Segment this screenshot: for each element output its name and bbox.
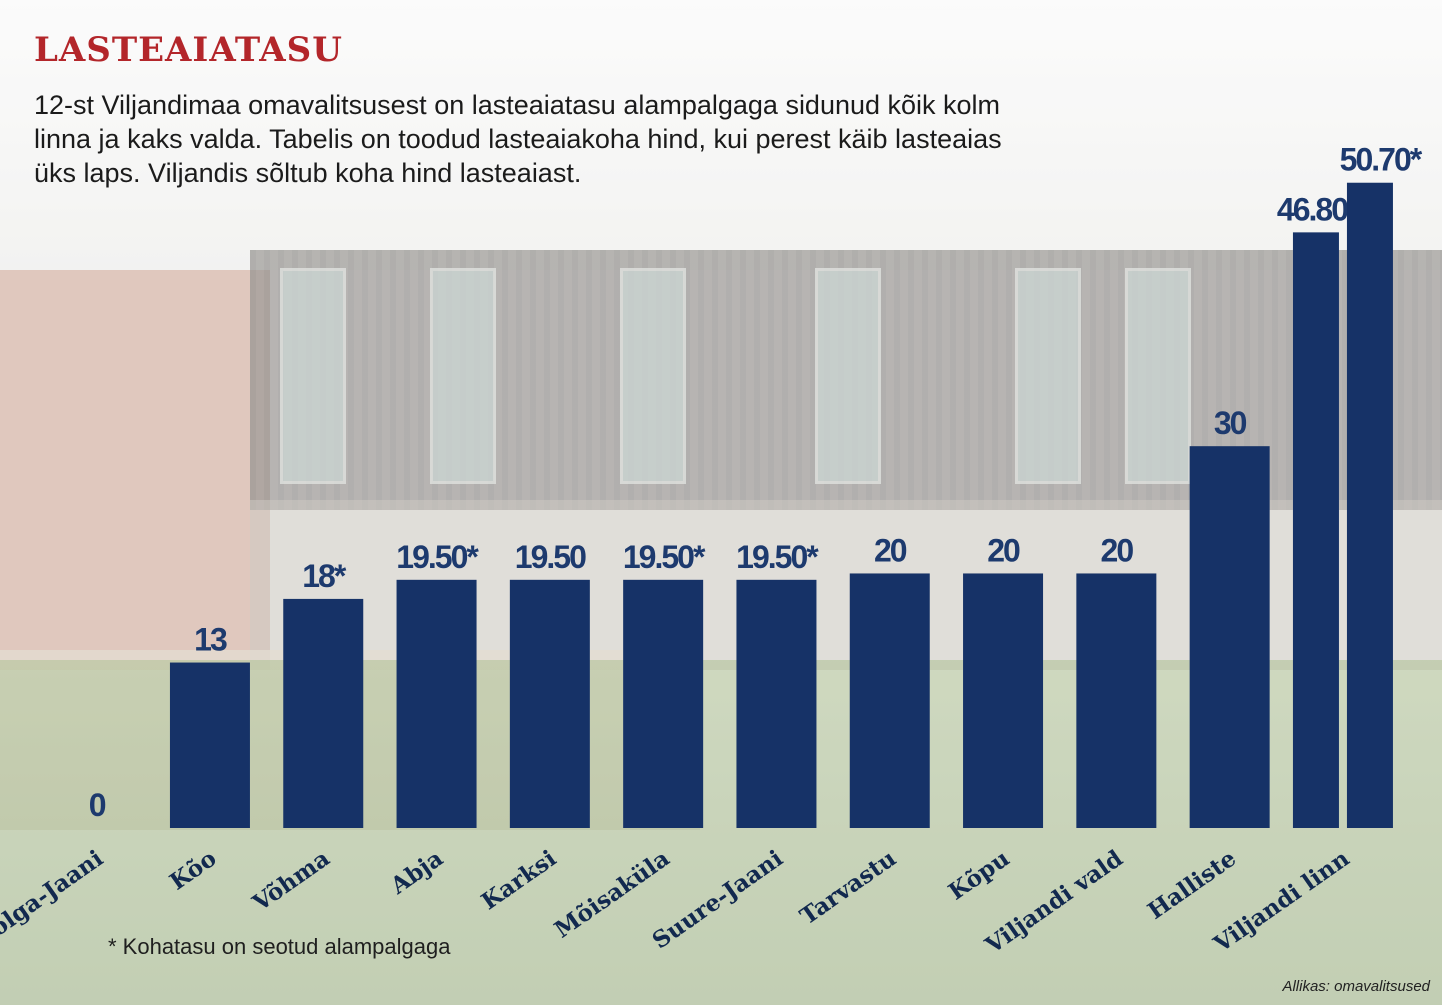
bar-k-pu (963, 573, 1044, 828)
bar-k-o (169, 662, 250, 828)
value-label-karksi: 19.50 (515, 539, 586, 575)
category-label-k-o: Kõo (165, 845, 222, 896)
bar-suure-jaani (736, 579, 817, 828)
category-label-karksi: Karksi (476, 845, 561, 916)
value-label-k-pu: 20 (987, 532, 1020, 568)
bar-viljandi-linn (1346, 182, 1393, 828)
value-label-abja: 19.50* (396, 539, 479, 575)
bar-abja (396, 579, 477, 828)
source-note: Allikas: omavalitsused (1282, 978, 1430, 995)
value-label-viljandi-linn: 50.70* (1340, 142, 1423, 178)
value-label-v-hma: 18* (302, 558, 347, 594)
footnote: * Kohatasu on seotud alampalgaga (108, 934, 451, 959)
lead-paragraph: 12-st Viljandimaa omavalitsusest on last… (34, 90, 1002, 188)
bar-v-hma (283, 598, 364, 828)
bar-viljandi-vald (1076, 573, 1157, 828)
bar-m-isak-la (623, 579, 704, 828)
category-label-k-pu: Kõpu (944, 845, 1015, 906)
headline: LASTEAIATASU (34, 30, 343, 70)
category-label-halliste: Halliste (1143, 845, 1241, 925)
bar-viljandi-linn-secondary (1292, 232, 1339, 828)
value-label-k-o: 13 (194, 622, 227, 658)
value-label-kolga-jaani: 0 (89, 787, 106, 823)
category-label-tarvastu: Tarvastu (795, 845, 901, 930)
value-label-m-isak-la: 19.50* (623, 539, 706, 575)
bar-halliste (1189, 446, 1270, 828)
category-label-abja: Abja (385, 845, 448, 901)
value-label-suure-jaani: 19.50* (736, 539, 819, 575)
category-label-v-hma: Võhma (247, 845, 335, 918)
bar-karksi (509, 579, 590, 828)
category-label-kolga-jaani: Kolga-Jaani (0, 845, 108, 953)
value-label-viljandi-linn-secondary: 46.80 (1277, 191, 1348, 227)
value-label-viljandi-vald: 20 (1101, 532, 1134, 568)
bar-tarvastu (849, 573, 930, 828)
value-label-halliste: 30 (1214, 405, 1247, 441)
value-label-tarvastu: 20 (874, 532, 907, 568)
